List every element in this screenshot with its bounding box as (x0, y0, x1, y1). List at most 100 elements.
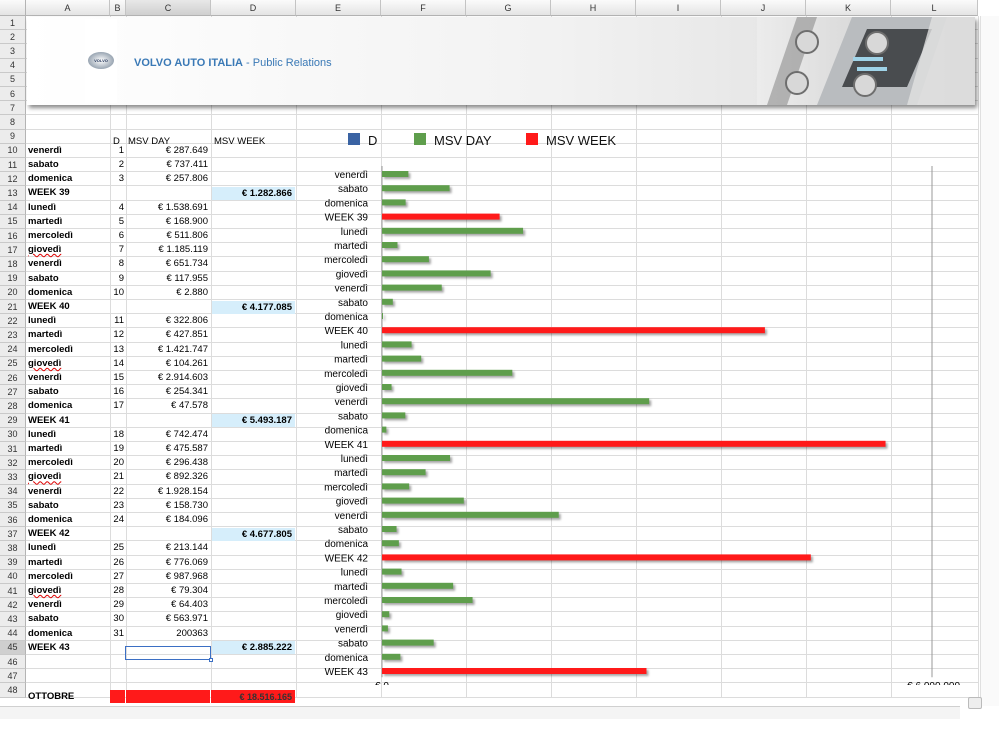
column-header-d[interactable]: D (211, 0, 296, 16)
window-resize-corner-icon[interactable] (984, 716, 998, 730)
column-header-c[interactable]: C (126, 0, 211, 16)
row-header-2[interactable]: 2 (0, 30, 26, 45)
grid-hline (26, 355, 978, 357)
row-header-14[interactable]: 14 (0, 200, 26, 215)
row-header-23[interactable]: 23 (0, 328, 26, 343)
grid-hline (26, 540, 978, 542)
row-header-41[interactable]: 41 (0, 584, 26, 599)
row-header-31[interactable]: 31 (0, 442, 26, 457)
bar-msv-day (382, 540, 399, 547)
day-number: 18 (113, 428, 124, 440)
row-header-13[interactable]: 13 (0, 186, 26, 201)
column-header-e[interactable]: E (296, 0, 381, 16)
day-number: 11 (114, 315, 124, 327)
selected-cell-c45[interactable] (125, 646, 211, 660)
day-label: lunedì (28, 201, 56, 213)
row-header-4[interactable]: 4 (0, 58, 26, 73)
row-header-10[interactable]: 10 (0, 143, 26, 158)
column-header-g[interactable]: G (466, 0, 551, 16)
row-header-3[interactable]: 3 (0, 44, 26, 59)
row-header-46[interactable]: 46 (0, 655, 26, 670)
chart-canvas: D MSV DAY MSV WEEK venerdì sabato domenica WEE… (324, 133, 960, 685)
row-header-32[interactable]: 32 (0, 456, 26, 471)
day-label: sabato (28, 159, 59, 170)
row-header-18[interactable]: 18 (0, 257, 26, 272)
day-label: WEEK 42 (28, 528, 70, 540)
row-header-25[interactable]: 25 (0, 356, 26, 371)
title-separator: - (242, 57, 253, 69)
row-header-42[interactable]: 42 (0, 598, 26, 613)
column-header-a[interactable]: A (26, 0, 110, 16)
day-number: 6 (118, 230, 124, 241)
row-header-11[interactable]: 11 (0, 158, 26, 173)
row-header-40[interactable]: 40 (0, 569, 26, 584)
msv-day-value: € 742.474 (165, 428, 208, 440)
row-header-9[interactable]: 9 (0, 129, 26, 144)
row-header-45[interactable]: 45 (0, 640, 26, 655)
column-header-i[interactable]: I (636, 0, 721, 16)
row-header-1[interactable]: 1 (0, 16, 26, 31)
row-header-43[interactable]: 43 (0, 612, 26, 627)
column-header-l[interactable]: L (891, 0, 978, 16)
msv-day-value: € 1.421.747 (157, 343, 208, 355)
row-header-22[interactable]: 22 (0, 314, 26, 329)
x-tick-label: € 6.000.000 (907, 681, 960, 685)
bar-msv-day (382, 597, 473, 603)
fill-handle[interactable] (209, 658, 213, 662)
select-all-corner[interactable] (0, 0, 26, 16)
row-header-27[interactable]: 27 (0, 385, 26, 400)
row-header-47[interactable]: 47 (0, 669, 26, 684)
row-header-20[interactable]: 20 (0, 285, 26, 300)
row-header-17[interactable]: 17 (0, 243, 26, 258)
column-header-b[interactable]: B (110, 0, 126, 16)
column-header-h[interactable]: H (551, 0, 636, 16)
row-header-35[interactable]: 35 (0, 498, 26, 513)
row-header-30[interactable]: 30 (0, 427, 26, 442)
vertical-scrollbar[interactable] (980, 16, 999, 706)
row-header-34[interactable]: 34 (0, 484, 26, 499)
row-header-48[interactable]: 48 (0, 683, 26, 698)
row-header-29[interactable]: 29 (0, 413, 26, 428)
bar-chart[interactable]: D MSV DAY MSV WEEK venerdì sabato domenica WEE… (296, 130, 976, 685)
row-header-16[interactable]: 16 (0, 229, 26, 244)
column-header-f[interactable]: F (381, 0, 466, 16)
row-header-38[interactable]: 38 (0, 541, 26, 556)
grid-hline (26, 185, 978, 187)
row-header-36[interactable]: 36 (0, 513, 26, 528)
row-header-5[interactable]: 5 (0, 72, 26, 87)
bar-msv-day (382, 639, 434, 646)
msv-day-value: € 79.304 (171, 585, 208, 596)
row-header-44[interactable]: 44 (0, 626, 26, 641)
row-header-21[interactable]: 21 (0, 300, 26, 315)
row-header-33[interactable]: 33 (0, 470, 26, 485)
row-header-7[interactable]: 7 (0, 101, 26, 116)
horizontal-scrollbar[interactable] (0, 706, 960, 719)
day-number: 25 (113, 542, 124, 554)
row-header-6[interactable]: 6 (0, 87, 26, 102)
msv-day-value: € 1.185.119 (158, 244, 208, 256)
column-header-k[interactable]: K (806, 0, 891, 16)
row-header-8[interactable]: 8 (0, 115, 26, 130)
row-header-26[interactable]: 26 (0, 371, 26, 386)
grid-hline (26, 526, 978, 528)
row-header-12[interactable]: 12 (0, 172, 26, 187)
row-header-28[interactable]: 28 (0, 399, 26, 414)
bar-msv-week (382, 668, 647, 674)
row-header-24[interactable]: 24 (0, 342, 26, 357)
grid-hline (26, 242, 978, 244)
day-label: sabato (28, 386, 59, 398)
row-header-39[interactable]: 39 (0, 555, 26, 570)
row-header-19[interactable]: 19 (0, 271, 26, 286)
grid-hline (26, 213, 978, 215)
day-number: 14 (113, 357, 124, 369)
day-number: 15 (113, 372, 124, 383)
column-header-j[interactable]: J (721, 0, 806, 16)
day-number: 16 (113, 386, 124, 398)
grid-hline (26, 270, 978, 272)
row-header-37[interactable]: 37 (0, 527, 26, 542)
resize-grip-icon[interactable] (968, 697, 982, 709)
row-header-15[interactable]: 15 (0, 214, 26, 229)
msv-day-value: € 563.971 (165, 613, 208, 625)
bar-msv-day (382, 653, 401, 660)
